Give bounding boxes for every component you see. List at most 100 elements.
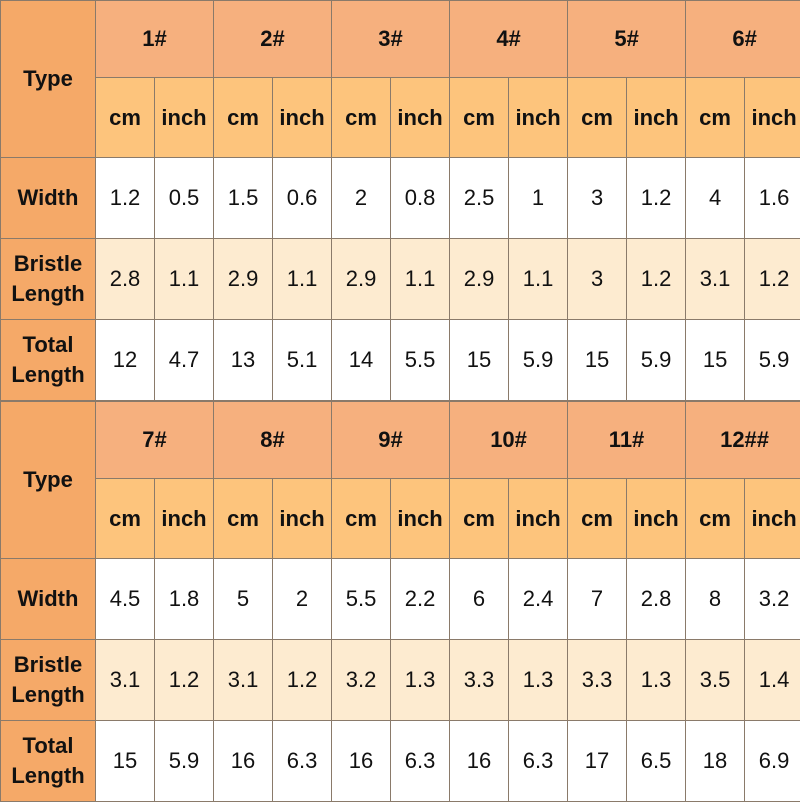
size-header: 11# xyxy=(568,402,686,479)
table-cell: 3.5 xyxy=(686,640,745,721)
unit-header: cm xyxy=(214,479,273,559)
table-cell: 13 xyxy=(214,320,273,401)
unit-header: inch xyxy=(155,78,214,158)
size-header: 4# xyxy=(450,1,568,78)
table-cell: 18 xyxy=(686,721,745,802)
table-cell: 1.2 xyxy=(627,158,686,239)
table-cell: 3.3 xyxy=(568,640,627,721)
size-header: 2# xyxy=(214,1,332,78)
table-cell: 1.1 xyxy=(273,239,332,320)
table-cell: 6.3 xyxy=(509,721,568,802)
table-cell: 6 xyxy=(450,559,509,640)
size-header: 8# xyxy=(214,402,332,479)
table-cell: 1.3 xyxy=(391,640,450,721)
table-cell: 1.4 xyxy=(745,640,800,721)
table-cell: 2 xyxy=(273,559,332,640)
table-cell: 3.2 xyxy=(332,640,391,721)
table-cell: 0.6 xyxy=(273,158,332,239)
table-cell: 5.9 xyxy=(509,320,568,401)
table-cell: 8 xyxy=(686,559,745,640)
table-cell: 5.9 xyxy=(745,320,800,401)
table-cell: 6.3 xyxy=(391,721,450,802)
table-cell: 2.9 xyxy=(450,239,509,320)
row-label: Bristle Length xyxy=(1,239,96,320)
size-header: 12## xyxy=(686,402,800,479)
unit-header: inch xyxy=(155,479,214,559)
table-cell: 4 xyxy=(686,158,745,239)
table-cell: 17 xyxy=(568,721,627,802)
table-cell: 3.1 xyxy=(686,239,745,320)
unit-header: inch xyxy=(391,479,450,559)
unit-header: cm xyxy=(686,479,745,559)
table-cell: 1.2 xyxy=(745,239,800,320)
table-cell: 5.5 xyxy=(391,320,450,401)
table-cell: 3.1 xyxy=(214,640,273,721)
table-cell: 1.2 xyxy=(96,158,155,239)
unit-header: inch xyxy=(391,78,450,158)
table-cell: 3.3 xyxy=(450,640,509,721)
size-header: 6# xyxy=(686,1,800,78)
table-cell: 1.5 xyxy=(214,158,273,239)
table-cell: 5.9 xyxy=(627,320,686,401)
unit-header: cm xyxy=(568,479,627,559)
type-label: Type xyxy=(1,402,96,559)
table-cell: 1.1 xyxy=(509,239,568,320)
unit-header: inch xyxy=(273,78,332,158)
table-cell: 1.3 xyxy=(627,640,686,721)
unit-header: cm xyxy=(96,78,155,158)
unit-header: inch xyxy=(745,479,800,559)
table-cell: 2 xyxy=(332,158,391,239)
unit-header: inch xyxy=(509,479,568,559)
table-cell: 4.7 xyxy=(155,320,214,401)
size-header: 5# xyxy=(568,1,686,78)
table-cell: 6.5 xyxy=(627,721,686,802)
table-cell: 16 xyxy=(332,721,391,802)
table-cell: 1.6 xyxy=(745,158,800,239)
table-cell: 1.1 xyxy=(155,239,214,320)
row-label: Width xyxy=(1,158,96,239)
table-cell: 15 xyxy=(96,721,155,802)
table-cell: 1.2 xyxy=(627,239,686,320)
unit-header: cm xyxy=(332,78,391,158)
table-cell: 0.5 xyxy=(155,158,214,239)
unit-header: inch xyxy=(509,78,568,158)
table-cell: 16 xyxy=(214,721,273,802)
table-cell: 1 xyxy=(509,158,568,239)
table-cell: 2.9 xyxy=(214,239,273,320)
size-header: 7# xyxy=(96,402,214,479)
unit-header: cm xyxy=(214,78,273,158)
table-cell: 2.8 xyxy=(96,239,155,320)
table-cell: 7 xyxy=(568,559,627,640)
table-cell: 2.9 xyxy=(332,239,391,320)
table-cell: 3 xyxy=(568,239,627,320)
table-cell: 3.2 xyxy=(745,559,800,640)
unit-header: inch xyxy=(273,479,332,559)
table-cell: 15 xyxy=(568,320,627,401)
table-cell: 6.3 xyxy=(273,721,332,802)
unit-header: inch xyxy=(627,78,686,158)
table-cell: 1.2 xyxy=(273,640,332,721)
row-label: Total Length xyxy=(1,320,96,401)
table-cell: 6.9 xyxy=(745,721,800,802)
table-cell: 2.8 xyxy=(627,559,686,640)
row-label: Width xyxy=(1,559,96,640)
table-cell: 1.1 xyxy=(391,239,450,320)
size-header: 10# xyxy=(450,402,568,479)
table-cell: 1.2 xyxy=(155,640,214,721)
table-cell: 5.9 xyxy=(155,721,214,802)
table-cell: 2.5 xyxy=(450,158,509,239)
table-cell: 3.1 xyxy=(96,640,155,721)
table-cell: 16 xyxy=(450,721,509,802)
table-cell: 5.5 xyxy=(332,559,391,640)
unit-header: cm xyxy=(332,479,391,559)
